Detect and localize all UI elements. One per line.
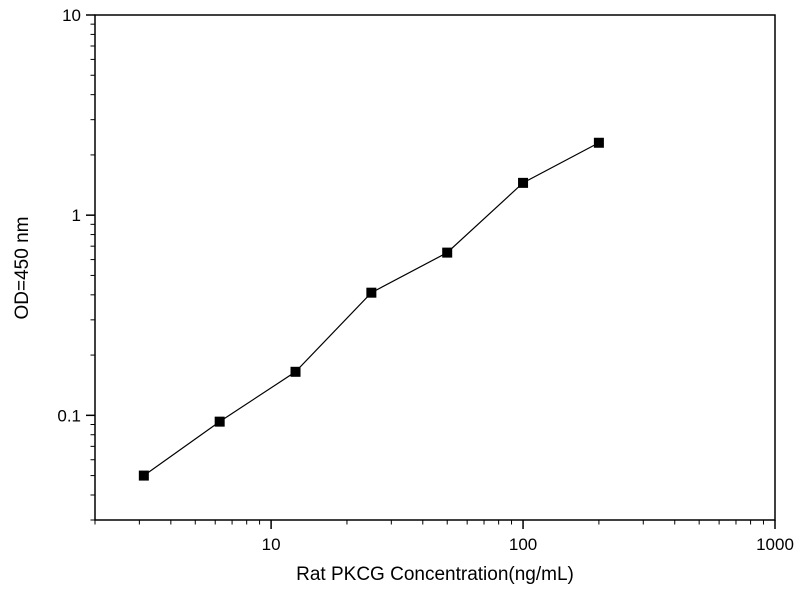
data-point-marker	[366, 287, 377, 298]
x-tick-label: 100	[509, 535, 537, 554]
data-point-marker	[442, 247, 453, 258]
x-tick-label: 10	[262, 535, 281, 554]
y-tick-label: 0.1	[57, 406, 81, 425]
data-point-marker	[138, 470, 149, 481]
y-tick-label: 10	[62, 6, 81, 25]
data-point-marker	[214, 416, 225, 427]
data-point-marker	[518, 177, 529, 188]
axis-tick-labels: 10 100 1000 0.1 1 10	[57, 6, 794, 554]
y-axis-label: OD=450 nm	[12, 217, 33, 320]
plot-frame	[94, 14, 776, 521]
axis-ticks	[86, 14, 776, 529]
data-point-marker	[593, 137, 604, 148]
x-axis-label: Rat PKCG Concentration(ng/mL)	[296, 564, 574, 585]
y-tick-label: 1	[72, 206, 81, 225]
x-tick-label: 1000	[756, 535, 794, 554]
data-series	[138, 137, 604, 481]
data-point-marker	[290, 366, 301, 377]
series-line	[143, 142, 600, 477]
